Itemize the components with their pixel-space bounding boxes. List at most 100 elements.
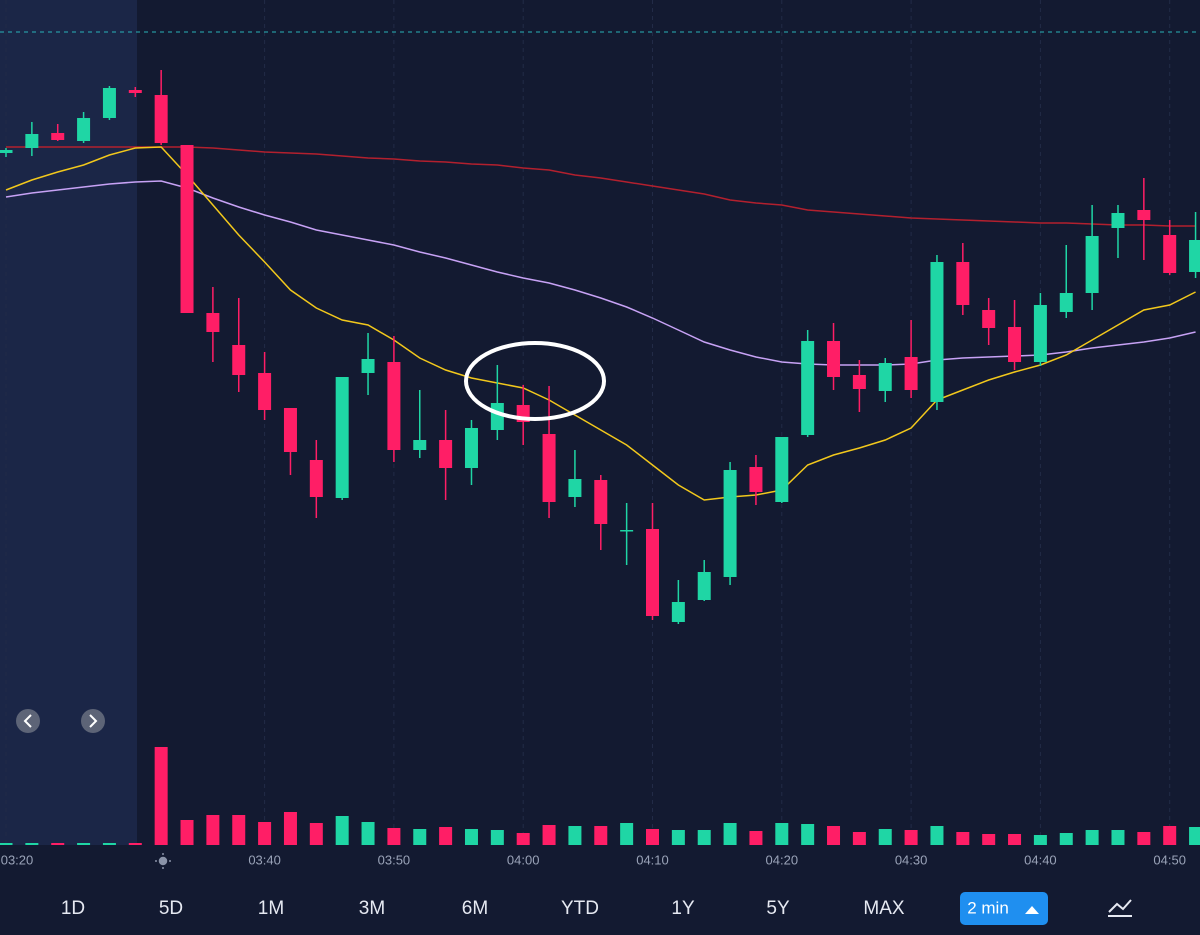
x-tick-label: 04:00 <box>507 852 540 867</box>
interval-label: 2 min <box>967 898 1009 917</box>
volume-bar <box>904 830 918 845</box>
candle-body <box>283 408 297 452</box>
candle-body <box>646 529 659 616</box>
candle-body <box>232 345 246 375</box>
candle-body <box>956 262 970 305</box>
plot <box>0 31 1200 845</box>
x-axis: 03:20 03:40 03:50 04:00 04:10 04:20 04:30 04:40… <box>1 852 1186 867</box>
scroll-right[interactable] <box>81 709 105 733</box>
candle-body <box>620 530 634 532</box>
candle-body <box>1008 327 1022 362</box>
range-button[interactable]: 1Y <box>671 898 695 919</box>
volume-bar <box>1033 835 1047 845</box>
volume-bar <box>697 830 711 845</box>
volume-bar <box>283 812 297 845</box>
volume-bar <box>671 830 685 845</box>
volume-bar <box>490 830 504 845</box>
candle-body <box>930 262 944 402</box>
candle-body <box>335 377 349 498</box>
range-button[interactable]: 1D <box>61 898 85 919</box>
candle-body <box>413 440 427 450</box>
volume-bar <box>594 826 608 845</box>
candle-body <box>1033 305 1047 362</box>
volume-bar <box>309 823 323 845</box>
range-bar: 1D 5D 1M 3M 6M YTD 1Y 5Y MAX <box>61 898 905 919</box>
candle-body <box>77 118 91 141</box>
volume-bar <box>258 822 272 845</box>
candle-body <box>801 341 815 435</box>
candle-body <box>852 375 866 389</box>
candle-body <box>542 434 556 502</box>
candle-body <box>594 480 608 524</box>
volume-bar <box>1111 830 1125 845</box>
candle-body <box>361 359 375 373</box>
previous-session <box>0 0 137 845</box>
volume-bar <box>1137 832 1151 845</box>
range-button[interactable]: 3M <box>359 898 385 919</box>
volume-bar <box>749 831 763 845</box>
candle-body <box>671 602 685 622</box>
x-tick-label: 03:40 <box>248 852 281 867</box>
candle-body <box>723 470 737 577</box>
volume-bar <box>723 823 737 845</box>
candle-body <box>258 373 272 410</box>
volume-bar <box>982 834 996 845</box>
x-tick-label: 03:20 <box>1 852 34 867</box>
x-tick-label: 04:30 <box>895 852 928 867</box>
candle-body <box>0 150 13 153</box>
range-button[interactable]: 5Y <box>766 898 790 919</box>
volume-bar <box>25 843 39 845</box>
range-button[interactable]: 1M <box>258 898 284 919</box>
candle-body <box>464 428 478 468</box>
volume-bar <box>180 820 194 845</box>
candle-body <box>180 145 194 313</box>
candle-body <box>904 357 918 390</box>
volume-bar <box>128 843 142 845</box>
range-button[interactable]: 6M <box>462 898 488 919</box>
x-tick-label: 04:50 <box>1153 852 1186 867</box>
candle-body <box>1189 240 1200 272</box>
candle-body <box>1137 210 1151 220</box>
candle-body <box>827 341 841 377</box>
range-button[interactable]: 5D <box>159 898 183 919</box>
volume-bar <box>930 826 944 845</box>
range-button[interactable]: MAX <box>863 898 905 919</box>
candle-body <box>1059 293 1073 312</box>
volume-bar <box>232 815 246 845</box>
grid <box>5 0 1171 845</box>
volume-bar <box>102 843 116 845</box>
volume-bar <box>878 829 892 845</box>
candle-body <box>154 95 168 143</box>
volume-bar <box>206 815 220 845</box>
interval-button[interactable]: 2 min <box>960 892 1048 925</box>
volume-bar <box>542 825 556 845</box>
volume-bar <box>1163 826 1177 845</box>
candle-body <box>309 460 323 497</box>
candle-body <box>102 88 116 118</box>
session-icon <box>155 853 171 869</box>
volume-bar <box>154 747 168 845</box>
volume-bar <box>464 829 478 845</box>
candle-body <box>51 133 65 140</box>
candle-body <box>128 90 142 93</box>
range-button[interactable]: YTD <box>561 898 599 919</box>
volume-bar <box>1059 833 1073 845</box>
volume-bar <box>516 833 530 845</box>
volume-bar <box>335 816 349 845</box>
time-axis <box>0 845 1200 875</box>
volume-bar <box>1085 830 1099 845</box>
x-tick-label: 04:20 <box>766 852 799 867</box>
highlight-circle <box>464 341 606 421</box>
indicator-button[interactable] <box>1108 899 1132 917</box>
candle-body <box>25 134 39 148</box>
volume-bar <box>51 843 65 845</box>
volume-bar <box>413 829 427 845</box>
x-tick-label: 04:10 <box>636 852 669 867</box>
volume-bar <box>568 826 582 845</box>
moving-average-line <box>5 146 1196 501</box>
scroll-left[interactable] <box>16 709 40 733</box>
volume-bar <box>387 828 401 845</box>
x-tick-label: 04:40 <box>1024 852 1057 867</box>
